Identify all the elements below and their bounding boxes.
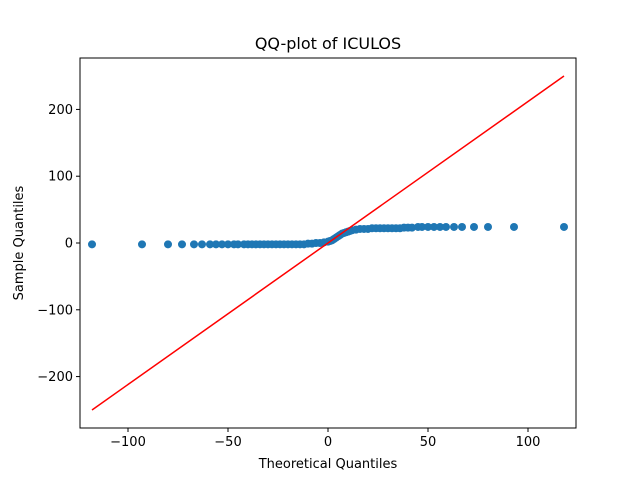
y-axis-label: Sample Quantiles: [12, 185, 27, 300]
y-tick-label: 0: [65, 237, 73, 252]
data-point: [88, 240, 96, 249]
data-point: [212, 240, 220, 249]
data-point: [450, 222, 458, 231]
x-axis-label: Theoretical Quantiles: [258, 457, 398, 472]
data-point: [198, 240, 206, 249]
data-point: [234, 240, 242, 249]
y-tick-label: 100: [48, 170, 73, 185]
x-tick-label: 100: [516, 435, 541, 450]
y-tick-label: −200: [37, 370, 73, 385]
reference-line: [91, 75, 565, 411]
x-tick-label: 0: [324, 435, 332, 450]
data-point: [436, 222, 444, 231]
data-point: [470, 222, 478, 231]
y-axis-ticks: −200 −100 0 100 200: [37, 103, 80, 385]
x-tick-label: 50: [420, 435, 437, 450]
data-point: [206, 240, 214, 249]
data-point: [510, 222, 518, 231]
data-point: [418, 222, 426, 231]
chart-title: QQ-plot of ICULOS: [255, 34, 401, 53]
data-point: [424, 222, 432, 231]
x-axis-ticks: −100 −50 0 50 100: [110, 428, 540, 450]
x-tick-label: −100: [110, 435, 146, 450]
data-point: [224, 240, 232, 249]
data-point: [164, 240, 172, 249]
y-tick-label: 200: [48, 103, 73, 118]
data-point: [218, 240, 226, 249]
plot-area: [88, 75, 568, 411]
data-point: [190, 240, 198, 249]
data-point: [458, 222, 466, 231]
x-tick-label: −50: [214, 435, 241, 450]
data-point: [408, 223, 416, 232]
data-point: [178, 240, 186, 249]
data-point: [138, 240, 146, 249]
data-point: [484, 222, 492, 231]
axes-frame: [79, 57, 577, 429]
data-point: [430, 222, 438, 231]
y-tick-label: −100: [37, 303, 73, 318]
data-point: [560, 222, 568, 231]
data-point: [442, 222, 450, 231]
